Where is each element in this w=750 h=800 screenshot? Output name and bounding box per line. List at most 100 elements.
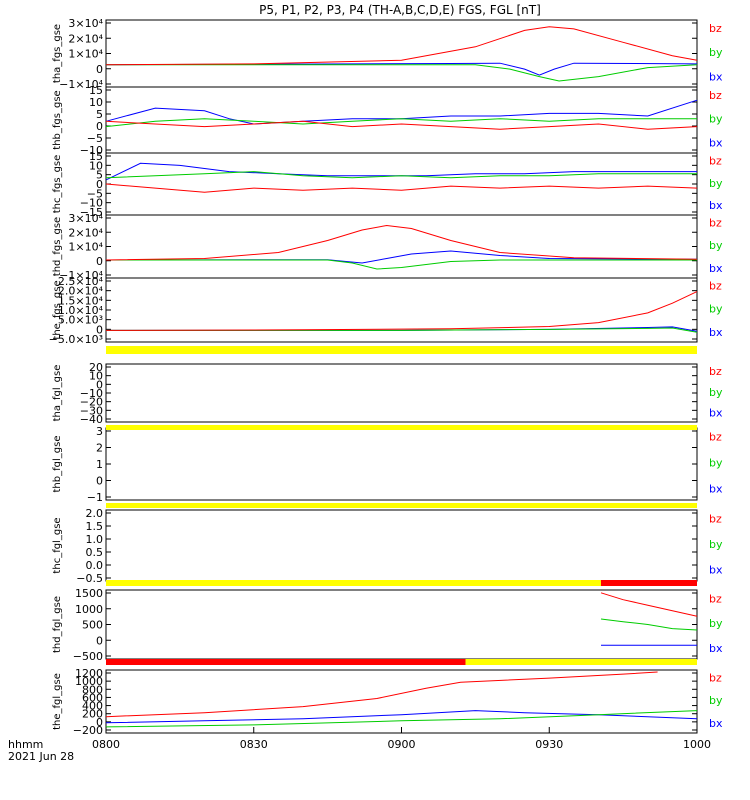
y-tick-label: 2.0 [86,507,104,520]
y-axis-label: thd_fgl_gse [52,596,63,653]
y-axis-label: thb_fgs_gse [52,90,63,149]
legend-bx: bx [709,564,723,577]
series-line-by [105,171,697,179]
y-tick-label: 0.5 [86,546,104,559]
plot-title: P5, P1, P2, P3, P4 (TH-A,B,C,D,E) FGS, F… [259,3,541,17]
y-tick-label: 200 [82,708,103,721]
legend-bx: bx [709,199,723,212]
y-tick-label: 1000 [75,675,103,688]
y-tick-label: 15 [89,84,103,97]
legend-bz: bz [709,22,722,35]
y-tick-label: 1×10⁴ [68,48,103,61]
y-tick-label: −10 [80,387,103,400]
x-axis: 0800 0830 0900 0930 1000 [92,727,711,751]
y-tick-label: 1000 [75,603,103,616]
y-tick-label: −5 [87,187,103,200]
status-bar-yellow [465,659,697,665]
y-tick-label: 0 [96,178,103,191]
x-tick-label: 0830 [240,738,268,751]
series-line-by [106,64,698,82]
y-tick-label: 1×10⁴ [68,241,103,254]
y-tick-label: 0 [96,120,103,133]
status-bar-yellow [106,580,601,586]
series-line-by [106,327,698,333]
y-tick-label: −5.0×10³ [49,333,103,346]
legend-by: by [709,239,723,252]
y-tick-label: 1.0 [86,533,104,546]
y-axis-label: the_fgl_gse [52,673,63,730]
y-tick-label: 10 [89,159,103,172]
y-tick-label: −5 [87,132,103,145]
y-tick-label: 2 [96,442,103,455]
y-tick-label: 0.0 [86,559,104,572]
y-tick-label: 2.5×10⁴ [58,275,104,288]
y-tick-label: −200 [73,724,103,737]
status-bar-red [600,580,697,586]
legend-bx: bx [709,407,723,420]
y-tick-label: 600 [82,691,103,704]
y-tick-label: 3×10⁴ [68,212,103,225]
panel-thb_fgl_gse: 3 2 1 0 −1 thb_fgl_gse bz by bx [52,425,723,504]
series-line-by [105,710,698,728]
panel-frame [105,86,698,154]
y-tick-label: −0.5 [76,572,103,585]
series-line-bz [105,26,698,66]
x-tick-label: 1000 [683,738,711,751]
y-tick-label: −10 [80,144,103,157]
series-line-by [105,118,697,128]
y-tick-label: 10 [89,370,103,383]
y-tick-label: 1200 [75,667,103,680]
series-line-bx [105,710,698,724]
y-tick-label: 1.5 [86,520,104,533]
panel-frame [105,214,698,279]
legend-by: by [709,457,723,470]
panel-frame [105,509,698,582]
y-tick-label: −1×10⁴ [59,269,103,282]
legend-bz: bz [709,89,722,102]
panel-the_fgs_gse: 2.5×10⁴2.0×10⁴1.5×10⁴1.0×10⁴5.0×10³0−5.0… [49,275,723,346]
legend-by: by [709,113,723,126]
legend-bz: bz [709,672,722,685]
y-tick-label: 0 [96,323,103,336]
y-tick-label: −500 [73,650,103,663]
series-line-bx [105,99,698,125]
legend-bz: bz [709,592,722,605]
y-tick-label: 1 [96,458,103,471]
legend-bx: bx [709,642,723,655]
series-line-by [600,618,698,631]
status-bar-yellow [106,425,697,430]
legend-bz: bz [709,154,722,167]
panel-frame [105,277,698,343]
series-line-bz [600,592,698,617]
panel-thd_fgl_gse: 1500 1000 500 0 −500 thd_fgl_gse bz by bx [52,587,723,663]
legend-bx: bx [709,262,723,275]
y-tick-label: 0 [96,378,103,391]
y-tick-label: 2.0×10⁴ [58,285,104,298]
x-tick-label: 0930 [535,738,563,751]
legend-bx: bx [709,717,723,730]
panel-frame [105,19,698,88]
legend-bx: bx [709,482,723,495]
y-tick-label: 5.0×10³ [58,314,103,327]
y-tick-label: 0 [96,63,103,76]
y-tick-label: 10 [89,96,103,109]
legend-bz: bz [709,513,722,526]
y-tick-label: −15 [80,206,103,219]
y-axis-label: thc_fgs_gse [52,155,63,214]
y-axis-label: thb_fgl_gse [52,436,63,493]
y-axis-label: tha_fgs_gse [52,24,63,83]
legend-by: by [709,303,723,316]
y-tick-label: 400 [82,700,103,713]
panel-thc_fgl_gse: 2.01.51.00.50.0−0.5 thc_fgl_gse bz by bx [52,507,723,585]
status-bars [106,346,697,665]
panel-frame [105,427,698,501]
y-tick-label: −30 [80,404,103,417]
series-line-bx [105,162,697,181]
legend-by: by [709,177,723,190]
